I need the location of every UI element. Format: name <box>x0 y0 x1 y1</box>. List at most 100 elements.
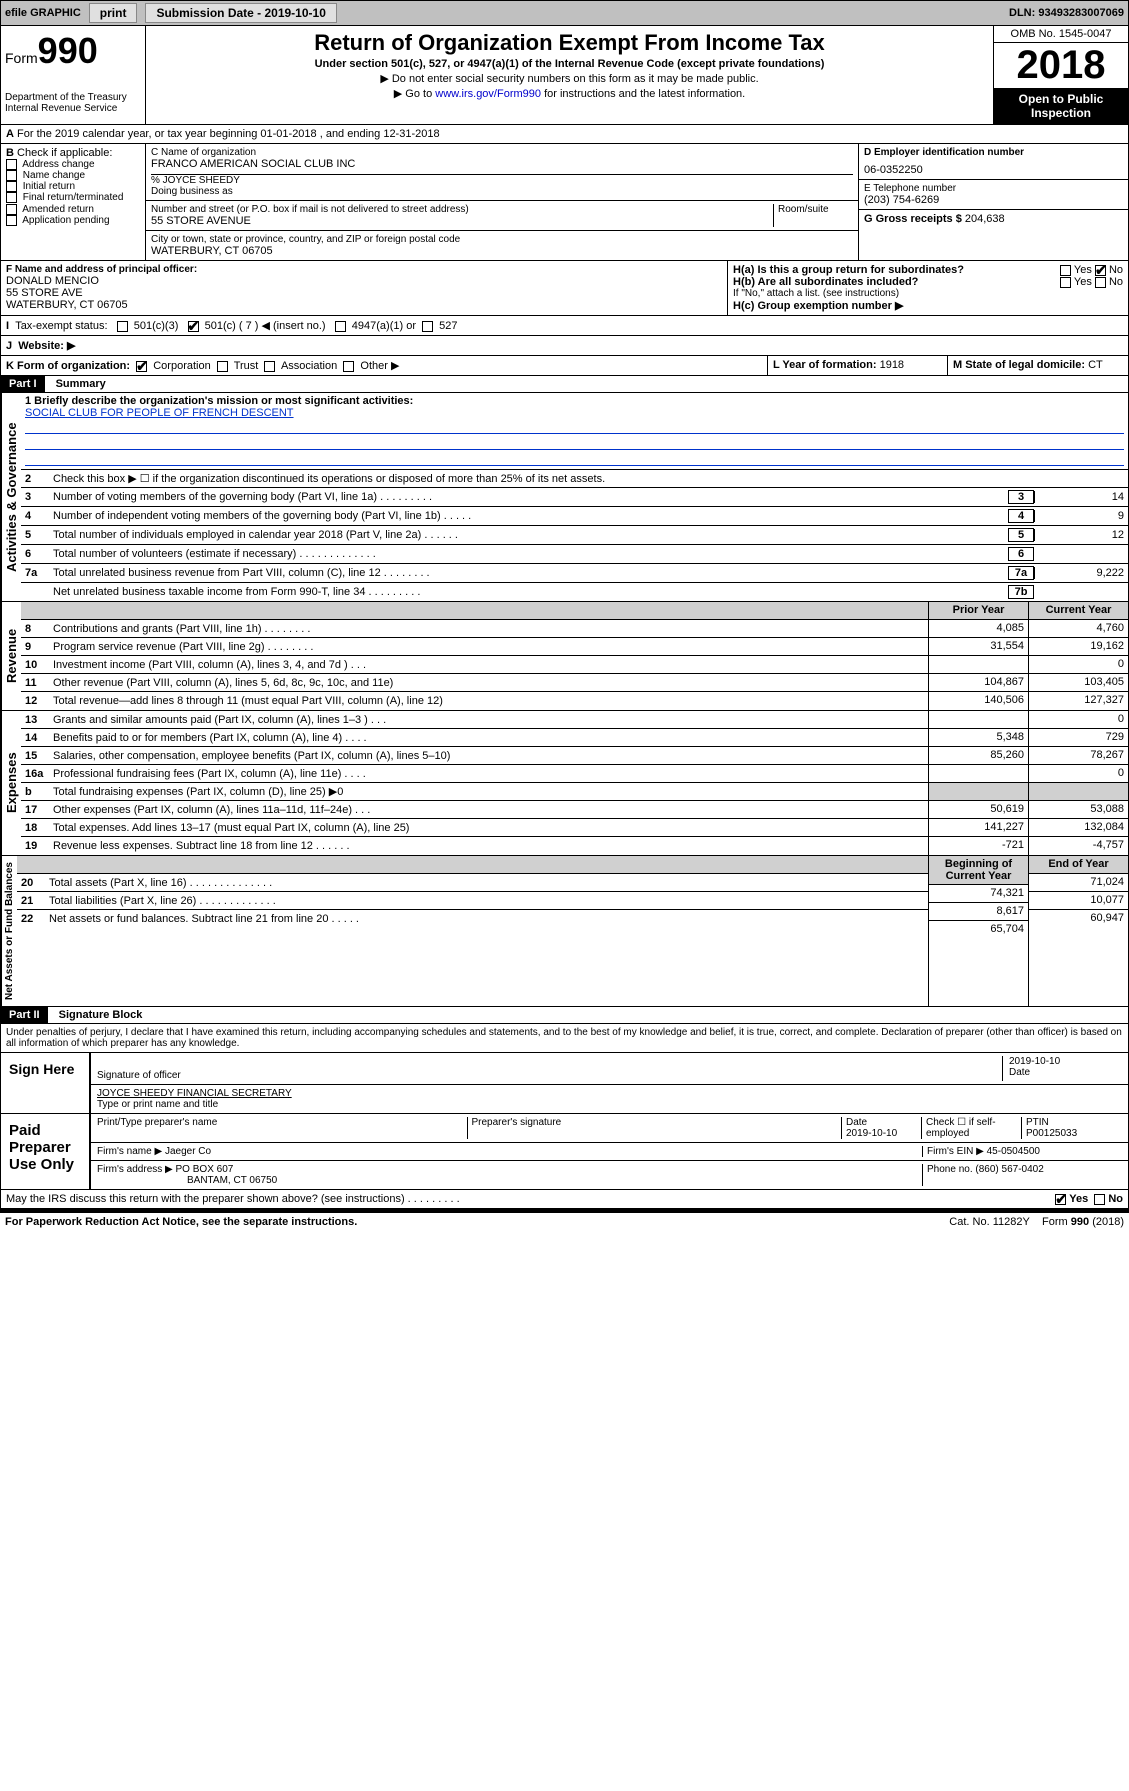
b-opt-checkbox[interactable] <box>6 215 17 226</box>
curr-value: 132,084 <box>1029 819 1128 837</box>
b-opt-checkbox[interactable] <box>6 159 17 170</box>
mission-blank3 <box>25 452 1124 466</box>
note-goto: ▶ Go to www.irs.gov/Form990 for instruct… <box>150 87 989 100</box>
dba-label: Doing business as <box>151 186 853 197</box>
hb-no-checkbox[interactable] <box>1095 277 1106 288</box>
part2-badge: Part II <box>1 1007 48 1023</box>
city-label: City or town, state or province, country… <box>151 234 853 245</box>
k-o1: Corporation <box>153 360 210 372</box>
k-assoc-checkbox[interactable] <box>264 361 275 372</box>
discuss-yes-checkbox[interactable] <box>1055 1194 1066 1205</box>
b-opt-checkbox[interactable] <box>6 181 17 192</box>
prior-value <box>929 656 1028 674</box>
ha-no-checkbox[interactable] <box>1095 265 1106 276</box>
k-o3: Association <box>281 360 337 372</box>
m-val: CT <box>1088 359 1103 371</box>
submission-date-button[interactable]: Submission Date - 2019-10-10 <box>145 3 336 23</box>
hb-row: H(b) Are all subordinates included? Yes … <box>733 276 1123 288</box>
line-box: 5 <box>1008 528 1034 542</box>
goto-post: for instructions and the latest informat… <box>541 88 745 100</box>
prior-value: 4,085 <box>929 620 1028 638</box>
prior-value <box>929 765 1028 783</box>
footer: For Paperwork Reduction Act Notice, see … <box>0 1212 1129 1231</box>
prior-value: -721 <box>929 837 1028 855</box>
firm-ein-label: Firm's EIN ▶ <box>927 1146 984 1157</box>
a-content: For the 2019 calendar year, or tax year … <box>17 128 440 140</box>
line-value: 9 <box>1034 510 1124 522</box>
gov-line: 7aTotal unrelated business revenue from … <box>21 564 1128 583</box>
curr-value <box>1029 783 1128 801</box>
i-501c3-checkbox[interactable] <box>117 321 128 332</box>
addr-label: Number and street (or P.O. box if mail i… <box>151 204 773 215</box>
data-line: 11Other revenue (Part VIII, column (A), … <box>21 674 928 692</box>
data-line: 15Salaries, other compensation, employee… <box>21 747 928 765</box>
firm-name-label: Firm's name ▶ <box>97 1146 162 1157</box>
prior-value: 5,348 <box>929 729 1028 747</box>
ha-yes-checkbox[interactable] <box>1060 265 1071 276</box>
line-box: 6 <box>1008 547 1034 561</box>
b-opt-checkbox[interactable] <box>6 204 17 215</box>
i-4947-checkbox[interactable] <box>335 321 346 332</box>
header-right: OMB No. 1545-0047 2018 Open to Public In… <box>993 26 1128 124</box>
k-corp-checkbox[interactable] <box>136 361 147 372</box>
l-val: 1918 <box>880 359 904 371</box>
k-other-checkbox[interactable] <box>343 361 354 372</box>
firm-phone: (860) 567-0402 <box>975 1164 1043 1175</box>
officer-addr2: WATERBURY, CT 06705 <box>6 299 722 311</box>
k-trust-checkbox[interactable] <box>217 361 228 372</box>
data-line: bTotal fundraising expenses (Part IX, co… <box>21 783 928 801</box>
line-box: 3 <box>1008 490 1034 504</box>
c-name-row: C Name of organization FRANCO AMERICAN S… <box>146 144 858 201</box>
curr-value: 10,077 <box>1029 892 1128 910</box>
gov-line: Net unrelated business taxable income fr… <box>21 583 1128 601</box>
paid-preparer-block: Paid Preparer Use Only Print/Type prepar… <box>0 1114 1129 1190</box>
footer-mid: Cat. No. 11282Y <box>949 1216 1030 1228</box>
netassets-section: Net Assets or Fund Balances 20Total asse… <box>0 856 1129 1007</box>
header-mid: Return of Organization Exempt From Incom… <box>146 26 993 124</box>
i-527-checkbox[interactable] <box>422 321 433 332</box>
form-num: 990 <box>38 30 98 71</box>
curr-value: 0 <box>1029 656 1128 674</box>
k-label: K Form of organization: <box>6 360 130 372</box>
prior-value: 31,554 <box>929 638 1028 656</box>
part1-title: Summary <box>48 376 114 392</box>
curr-value: 729 <box>1029 729 1128 747</box>
phone-value: (203) 754-6269 <box>864 194 1123 206</box>
exp-vert-label: Expenses <box>1 711 21 855</box>
h-block: H(a) Is this a group return for subordin… <box>728 261 1128 315</box>
c-city-row: City or town, state or province, country… <box>146 231 858 260</box>
gov-lines: 1 Briefly describe the organization's mi… <box>21 393 1128 601</box>
discuss-no: No <box>1108 1193 1123 1205</box>
b-opt-checkbox[interactable] <box>6 192 17 203</box>
firm-addr-label: Firm's address ▶ <box>97 1164 173 1175</box>
footer-right: Form 990 (2018) <box>1042 1216 1124 1228</box>
discuss-no-checkbox[interactable] <box>1094 1194 1105 1205</box>
goto-link[interactable]: www.irs.gov/Form990 <box>435 88 541 100</box>
hb-yes-checkbox[interactable] <box>1060 277 1071 288</box>
block-deg: D Employer identification number 06-0352… <box>858 144 1128 260</box>
curr-value: -4,757 <box>1029 837 1128 855</box>
net-vert-label: Net Assets or Fund Balances <box>1 856 17 1006</box>
prep-sig-label: Preparer's signature <box>468 1117 843 1139</box>
gov-line: 5Total number of individuals employed in… <box>21 526 1128 545</box>
i-o4: 527 <box>439 320 457 332</box>
gov-line: 3Number of voting members of the governi… <box>21 488 1128 507</box>
form-header: Form990 Department of the Treasury Inter… <box>0 26 1129 125</box>
b-opt-checkbox[interactable] <box>6 170 17 181</box>
curr-value: 53,088 <box>1029 801 1128 819</box>
tax-year: 2018 <box>994 43 1128 88</box>
ha-label: H(a) Is this a group return for subordin… <box>733 264 964 276</box>
print-button[interactable]: print <box>89 3 138 23</box>
rev-head-spacer <box>21 602 928 620</box>
prior-year-head: Prior Year <box>929 602 1028 620</box>
discuss-yes: Yes <box>1069 1193 1088 1205</box>
rev-vert-label: Revenue <box>1 602 21 710</box>
data-line: 20Total assets (Part X, line 16) . . . .… <box>17 874 928 892</box>
l-label: L Year of formation: <box>773 359 877 371</box>
org-name: FRANCO AMERICAN SOCIAL CLUB INC <box>151 158 853 170</box>
i-501c-checkbox[interactable] <box>188 321 199 332</box>
c-name-label: C Name of organization <box>151 147 853 158</box>
b-label: Check if applicable: <box>17 147 112 159</box>
discuss-row: May the IRS discuss this return with the… <box>0 1190 1129 1209</box>
data-line: 19Revenue less expenses. Subtract line 1… <box>21 837 928 855</box>
